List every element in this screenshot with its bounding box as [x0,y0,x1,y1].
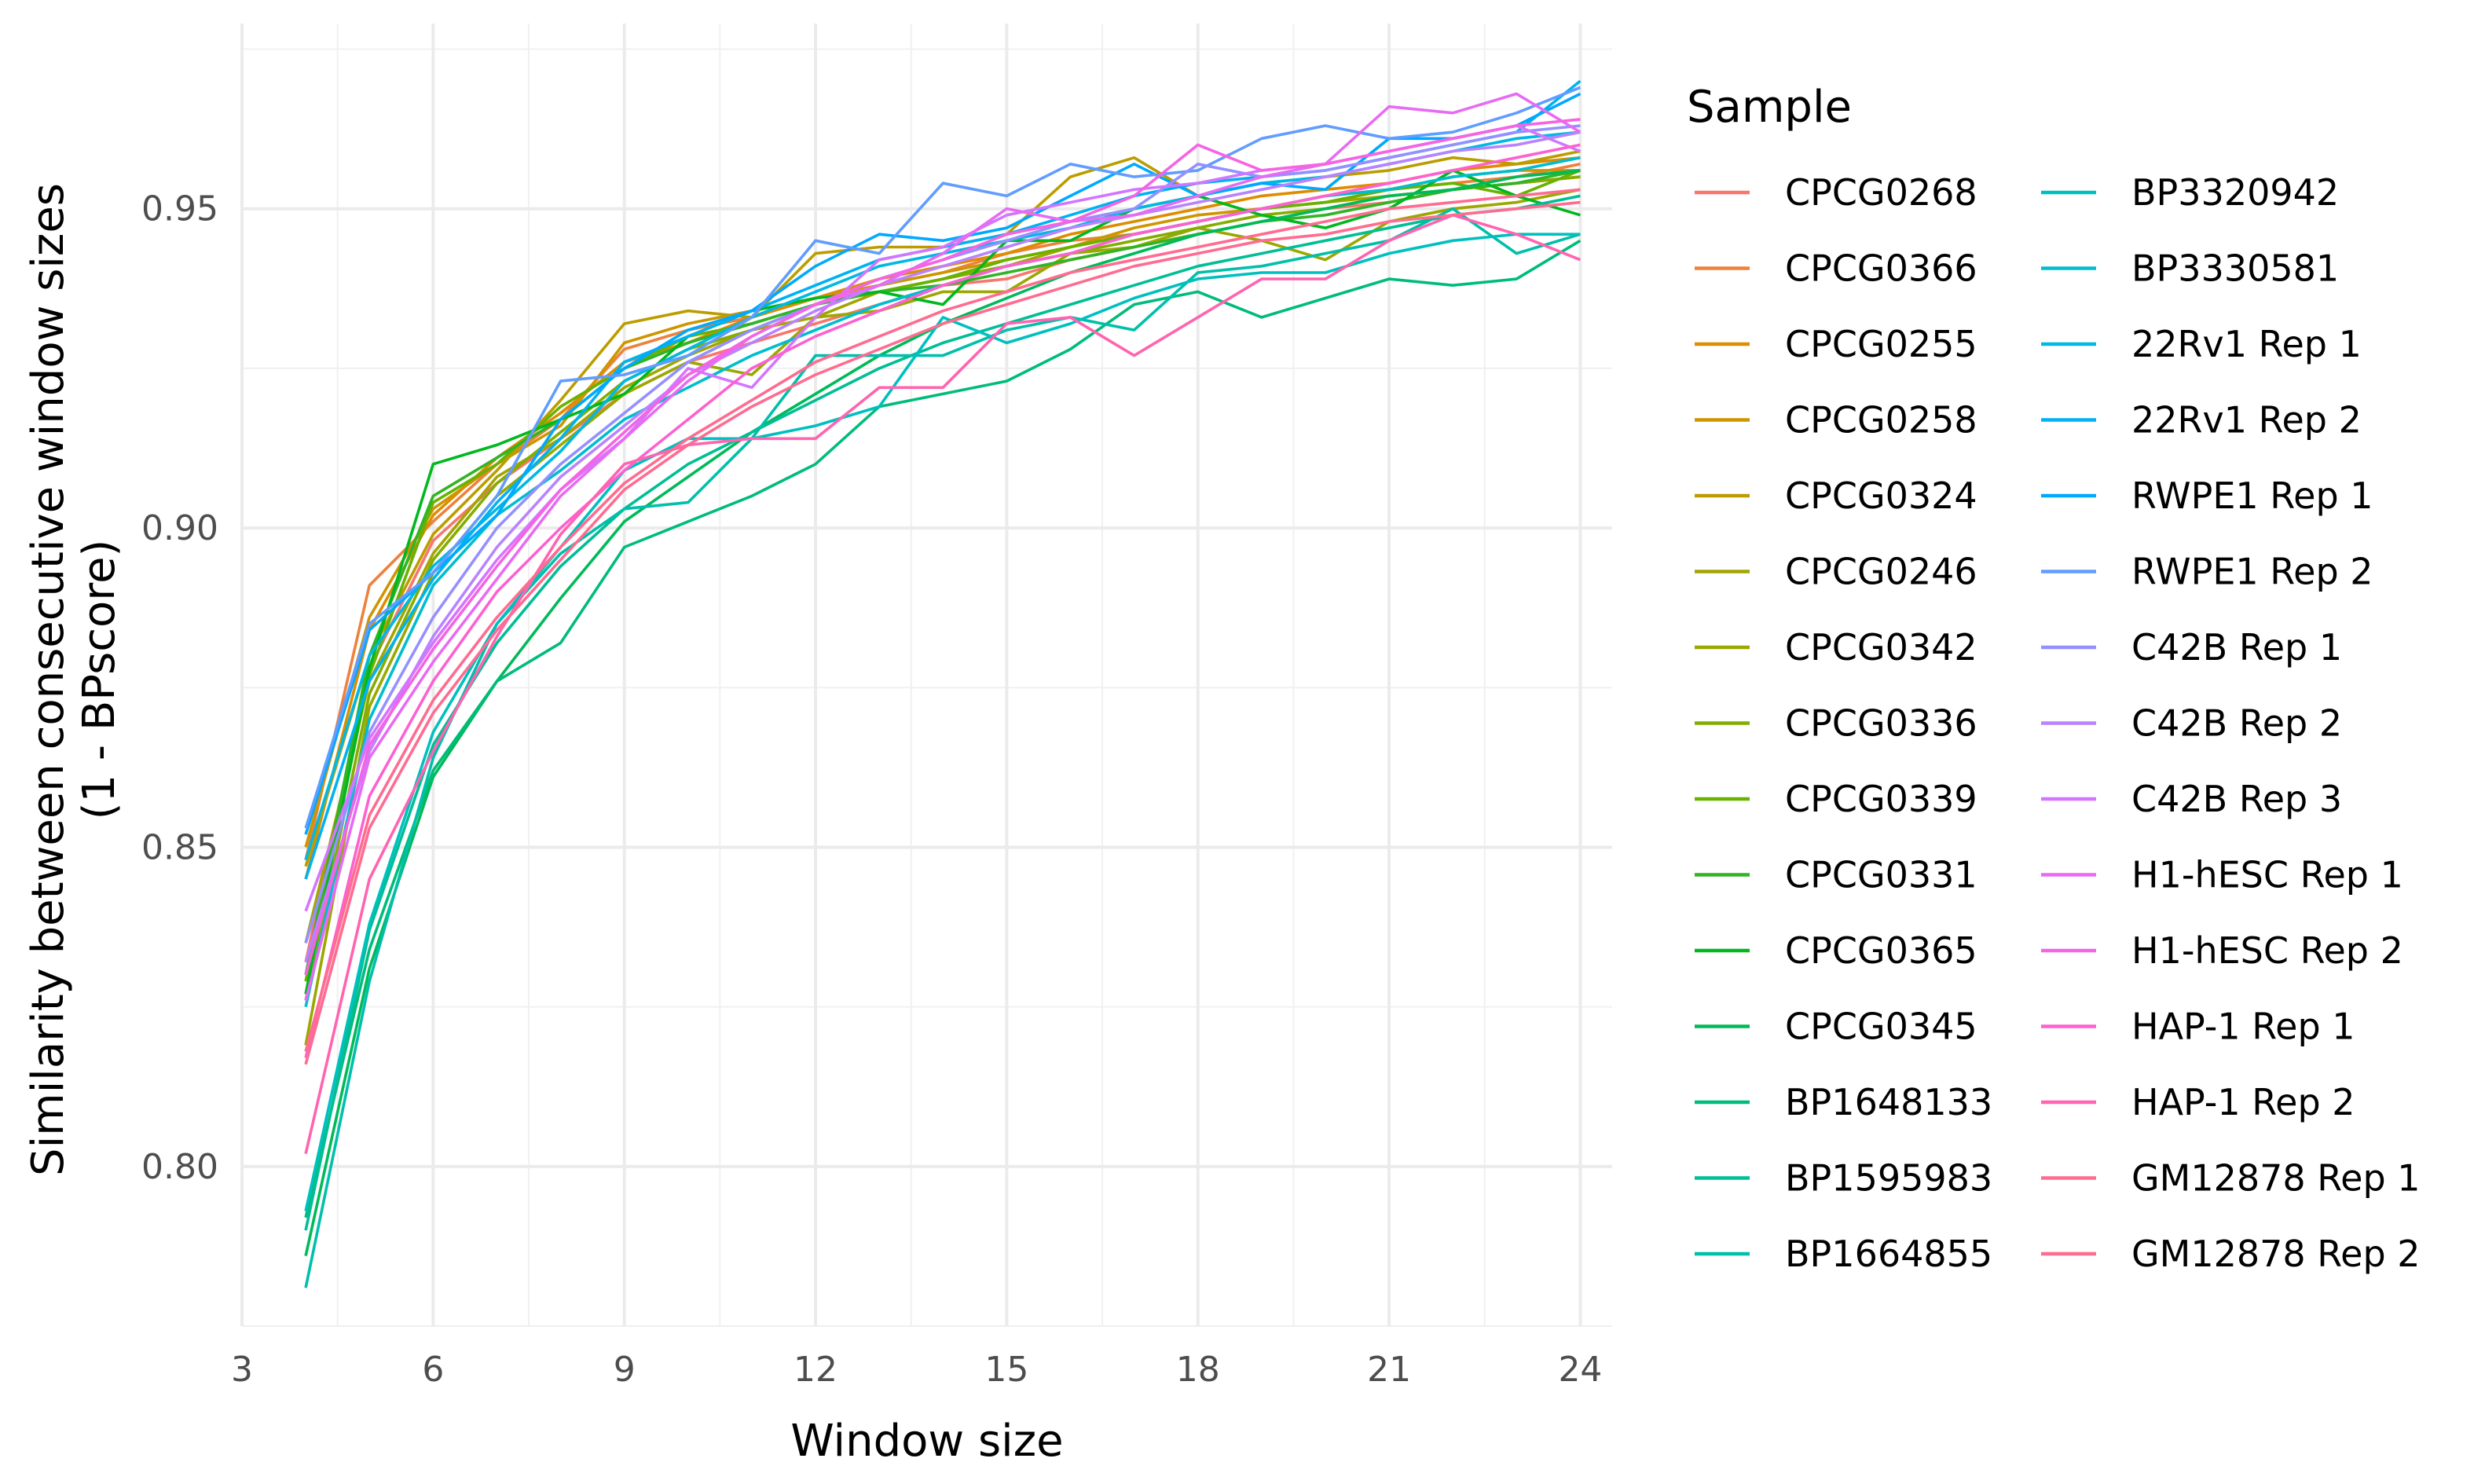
legend-items: CPCG0268 CPCG0366 CPCG0255 CPCG0258 CPCG0324… [1695,171,2421,1275]
legend-item: 22Rv1 Rep 2 [2041,399,2362,442]
y-tick-label: 0.80 [141,1147,218,1187]
legend-label: C42B Rep 1 [2131,626,2342,669]
legend-item: CPCG0268 [1695,171,1977,214]
legend-label: CPCG0342 [1785,626,1977,669]
legend-item: CPCG0366 [1695,247,1977,290]
x-tick-label: 3 [231,1350,253,1390]
legend-item: HAP-1 Rep 1 [2041,1006,2355,1048]
legend-item: GM12878 Rep 1 [2041,1157,2421,1200]
series-line [304,143,1581,1059]
legend-label: GM12878 Rep 2 [2131,1233,2421,1275]
legend-item: CPCG0255 [1695,323,1977,365]
legend-label: BP3320942 [2131,171,2339,214]
y-tick-label: 0.95 [141,189,218,229]
series-line [304,200,1581,1065]
x-tick-label: 9 [614,1350,636,1390]
legend-label: BP1595983 [1785,1157,1992,1200]
legend-item: BP1648133 [1695,1081,1992,1123]
legend-label: CPCG0324 [1785,475,1977,517]
series-line [304,169,1581,995]
legend-item: BP1664855 [1695,1233,1992,1275]
legend-item: C42B Rep 1 [2041,626,2342,669]
series-line [304,130,1581,963]
x-tick-label: 12 [794,1350,837,1390]
x-axis-title: Window size [790,1416,1063,1467]
legend-item: CPCG0246 [1695,551,1977,593]
legend-item: C42B Rep 3 [2041,778,2342,820]
series-line [304,239,1582,1218]
legend-item: CPCG0339 [1695,778,1977,820]
legend-label: 22Rv1 Rep 2 [2131,399,2362,442]
legend-label: 22Rv1 Rep 1 [2131,323,2362,365]
series-line [304,118,1581,976]
legend-item: CPCG0258 [1695,399,1977,442]
y-tick-label: 0.85 [141,827,218,867]
legend-label: CPCG0345 [1785,1006,1977,1048]
legend-label: CPCG0365 [1785,929,1977,972]
series-line [304,188,1581,1052]
legend-label: CPCG0366 [1785,247,1977,290]
x-tick-label: 24 [1558,1350,1602,1390]
series-line [304,92,1582,1001]
series-line [304,86,1582,829]
legend-item: HAP-1 Rep 2 [2041,1081,2355,1123]
series-line [304,233,1581,1212]
legend-label: HAP-1 Rep 1 [2131,1006,2355,1048]
legend-item: GM12878 Rep 2 [2041,1233,2421,1275]
y-axis-title-line-1: Similarity between consecutive window si… [23,183,74,1176]
legend-item: BP1595983 [1695,1157,1992,1200]
legend-item: CPCG0342 [1695,626,1977,669]
legend-label: CPCG0258 [1785,399,1977,442]
legend-item: RWPE1 Rep 2 [2041,551,2373,593]
y-axis-title-line-2: (1 - BPscore) [74,540,125,820]
x-tick-label: 15 [984,1350,1028,1390]
legend-label: BP1648133 [1785,1081,1992,1123]
legend-item: RWPE1 Rep 1 [2041,475,2373,517]
series-lines [304,79,1582,1288]
legend-label: BP3330581 [2131,247,2339,290]
legend-item: CPCG0331 [1695,854,1977,896]
legend-label: GM12878 Rep 1 [2131,1157,2421,1200]
legend-item: 22Rv1 Rep 1 [2041,323,2362,365]
legend-item: BP3330581 [2041,247,2339,290]
legend-item: H1-hESC Rep 2 [2041,929,2403,972]
legend-label: RWPE1 Rep 2 [2131,551,2373,593]
legend-label: HAP-1 Rep 2 [2131,1081,2355,1123]
legend-label: H1-hESC Rep 1 [2131,854,2403,896]
x-tick-label: 18 [1176,1350,1220,1390]
legend-label: CPCG0255 [1785,323,1977,365]
legend-label: H1-hESC Rep 2 [2131,929,2403,972]
legend-item: C42B Rep 2 [2041,702,2342,745]
series-line [304,188,1581,1046]
y-axis-tick-labels: 0.80 0.85 0.90 0.95 [141,189,218,1187]
legend-item: CPCG0365 [1695,929,1977,972]
series-line [304,194,1581,1231]
x-tick-label: 21 [1367,1350,1411,1390]
legend: Sample CPCG0268CPCG0366CPCG0255CPCG0258C… [1687,82,2421,1275]
legend-title: Sample [1687,82,1852,133]
legend-item: CPCG0336 [1695,702,1977,745]
legend-label: RWPE1 Rep 1 [2131,475,2373,517]
legend-label: C42B Rep 2 [2131,702,2342,745]
y-tick-label: 0.90 [141,508,218,548]
x-axis-tick-labels: 3 6 9 12 15 18 21 24 [231,1350,1602,1390]
minor-gridlines [242,24,1612,1327]
legend-item: CPCG0345 [1695,1006,1977,1048]
x-tick-label: 6 [422,1350,444,1390]
legend-label: C42B Rep 3 [2131,778,2342,820]
legend-label: CPCG0268 [1785,171,1977,214]
legend-item: H1-hESC Rep 1 [2041,854,2403,896]
legend-label: CPCG0336 [1785,702,1977,745]
legend-label: CPCG0339 [1785,778,1977,820]
legend-label: BP1664855 [1785,1233,1992,1275]
legend-item: CPCG0324 [1695,475,1977,517]
legend-label: CPCG0246 [1785,551,1977,593]
series-line [304,213,1582,1155]
legend-item: BP3320942 [2041,171,2339,214]
legend-label: CPCG0331 [1785,854,1977,896]
